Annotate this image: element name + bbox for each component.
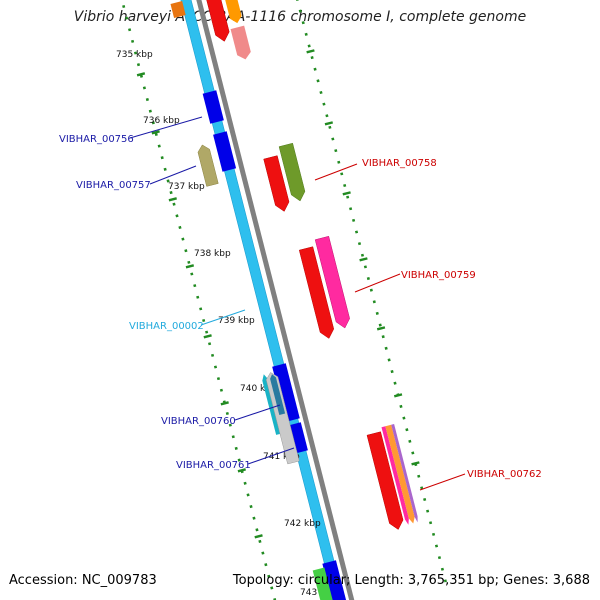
gene-label-leader <box>314 163 358 181</box>
gene-green-bottom <box>312 567 333 600</box>
gene-vibhar-00762-pink <box>381 426 409 525</box>
major-tick-left <box>168 197 177 202</box>
gene-vibhar-00758-red <box>263 155 290 212</box>
backbone-gray-strand <box>196 0 355 600</box>
major-tick-left <box>203 334 212 339</box>
tick-label: 735 kbp <box>116 50 153 60</box>
gene-label: VIBHAR_00761 <box>176 460 251 471</box>
tick-label: 742 kbp <box>284 519 321 529</box>
major-tick-left <box>220 401 229 406</box>
major-tick-left <box>136 72 146 77</box>
gene-backbone-blue-5 <box>322 560 347 600</box>
gene-vibhar-00758 <box>278 142 306 202</box>
gene-label: VIBHAR_00758 <box>362 158 437 169</box>
major-tick-right <box>393 393 403 398</box>
gene-pink-top <box>230 25 251 60</box>
tick-label: 740 kbp <box>240 384 277 394</box>
gene-label: VIBHAR_00762 <box>467 469 542 480</box>
major-tick-right <box>342 191 351 196</box>
tick-label: 741 kbp <box>263 452 300 462</box>
tick-label: 736 kbp <box>143 116 180 126</box>
gene-vibhar-00759 <box>314 235 350 329</box>
gene-backbone-blue-3 <box>272 363 300 422</box>
gene-orange-top <box>225 0 242 24</box>
major-tick-left <box>237 468 246 473</box>
gene-vibhar-00757 <box>197 144 219 187</box>
gene-vibhar-00759-red <box>298 246 335 339</box>
major-tick-right <box>324 121 334 126</box>
map-layer: 735 kbp 736 kbp 737 kbp 738 kbp 739 kbp 740 k… <box>59 0 542 600</box>
major-tick-left <box>185 264 195 269</box>
gene-label-leader <box>129 116 203 139</box>
gene-label-leader <box>354 273 401 293</box>
gene-orange-top-left <box>170 0 186 18</box>
major-tick-right <box>306 49 315 54</box>
gene-label: VIBHAR_00757 <box>76 180 151 191</box>
gene-label: VIBHAR_00760 <box>161 416 236 427</box>
gene-label: VIBHAR_00002 <box>129 321 204 332</box>
tick-label: 739 kbp <box>218 316 255 326</box>
gene-label: VIBHAR_00759 <box>401 270 476 281</box>
gene-vibhar-00762-red <box>366 431 404 530</box>
gene-vibhar-00762 <box>385 424 415 524</box>
tick-label: 737 kbp <box>168 182 205 192</box>
gene-backbone-blue-1 <box>202 90 224 124</box>
major-tick-right <box>411 461 420 466</box>
gene-label-leader <box>247 447 295 465</box>
gene-label-leader <box>419 473 466 491</box>
genome-summary-text: Topology: circular; Length: 3,765,351 bp… <box>232 573 590 588</box>
gene-vibhar-00760 <box>270 374 286 415</box>
gene-vibhar-00762-purple <box>391 424 418 523</box>
gene-backbone-blue-2 <box>213 131 237 172</box>
major-tick-left <box>151 130 160 135</box>
accession-text: Accession: NC_009783 <box>9 573 157 588</box>
tick-label: 738 kbp <box>194 249 231 259</box>
gene-label: VIBHAR_00756 <box>59 134 134 145</box>
gene-red-top <box>206 0 230 42</box>
major-tick-left <box>254 534 263 539</box>
gene-label-leader <box>234 404 281 421</box>
major-tick-right <box>359 257 368 262</box>
gene-label-leader <box>149 165 197 185</box>
major-tick-right <box>376 326 386 331</box>
gene-label-leader <box>200 309 246 326</box>
